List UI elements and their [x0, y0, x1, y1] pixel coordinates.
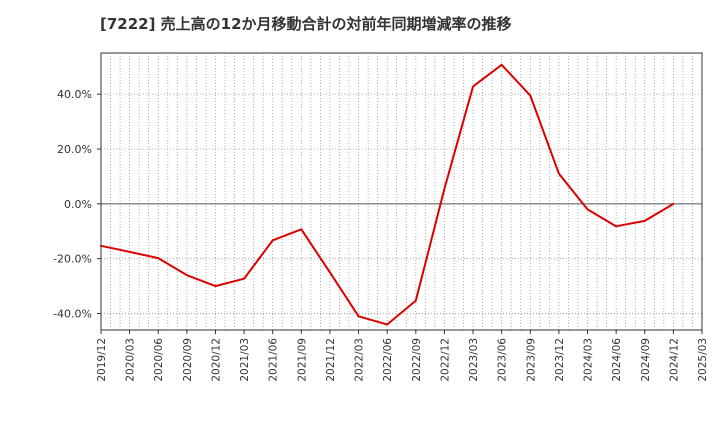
x-tick-label: 2023/09	[525, 338, 537, 382]
y-tick-label: 40.0%	[57, 88, 92, 101]
x-tick-label: 2021/03	[239, 338, 251, 382]
x-tick-label: 2023/03	[468, 338, 480, 382]
x-tick-label: 2019/12	[96, 338, 108, 382]
x-tick-label: 2022/06	[382, 338, 394, 382]
x-tick-label: 2020/12	[210, 338, 222, 382]
plot-background	[101, 53, 702, 330]
x-tick-label: 2020/03	[125, 338, 137, 382]
x-tick-label: 2024/03	[583, 338, 595, 382]
x-tick-label: 2023/06	[497, 338, 509, 382]
x-tick-label: 2022/12	[439, 338, 451, 382]
chart-title: [7222] 売上高の12か月移動合計の対前年同期増減率の推移	[100, 15, 512, 33]
x-tick-label: 2021/12	[325, 338, 337, 382]
axes	[97, 52, 703, 334]
x-tick-label: 2022/09	[411, 338, 423, 382]
x-tick-label: 2023/12	[554, 338, 566, 382]
y-tick-label: -40.0%	[53, 308, 92, 321]
x-tick-label: 2025/03	[697, 338, 709, 382]
x-tick-label: 2020/06	[153, 338, 165, 382]
y-tick-label: -20.0%	[53, 253, 92, 266]
y-tick-label: 0.0%	[64, 198, 92, 211]
y-tick-label: 20.0%	[57, 143, 92, 156]
grid	[101, 53, 702, 330]
x-tick-label: 2022/03	[354, 338, 366, 382]
x-tick-label: 2024/09	[640, 338, 652, 382]
x-tick-label: 2021/06	[268, 338, 280, 382]
x-tick-label: 2024/12	[668, 338, 680, 382]
series-layer	[100, 63, 675, 326]
plot-frame	[100, 52, 703, 331]
x-tick-label: 2021/09	[296, 338, 308, 382]
tick-labels: 40.0% 20.0% 0.0% -20.0% -40.0% 2019/12 2020/03…	[53, 88, 709, 381]
x-tick-label: 2024/06	[611, 338, 623, 382]
x-tick-label: 2020/09	[182, 338, 194, 382]
